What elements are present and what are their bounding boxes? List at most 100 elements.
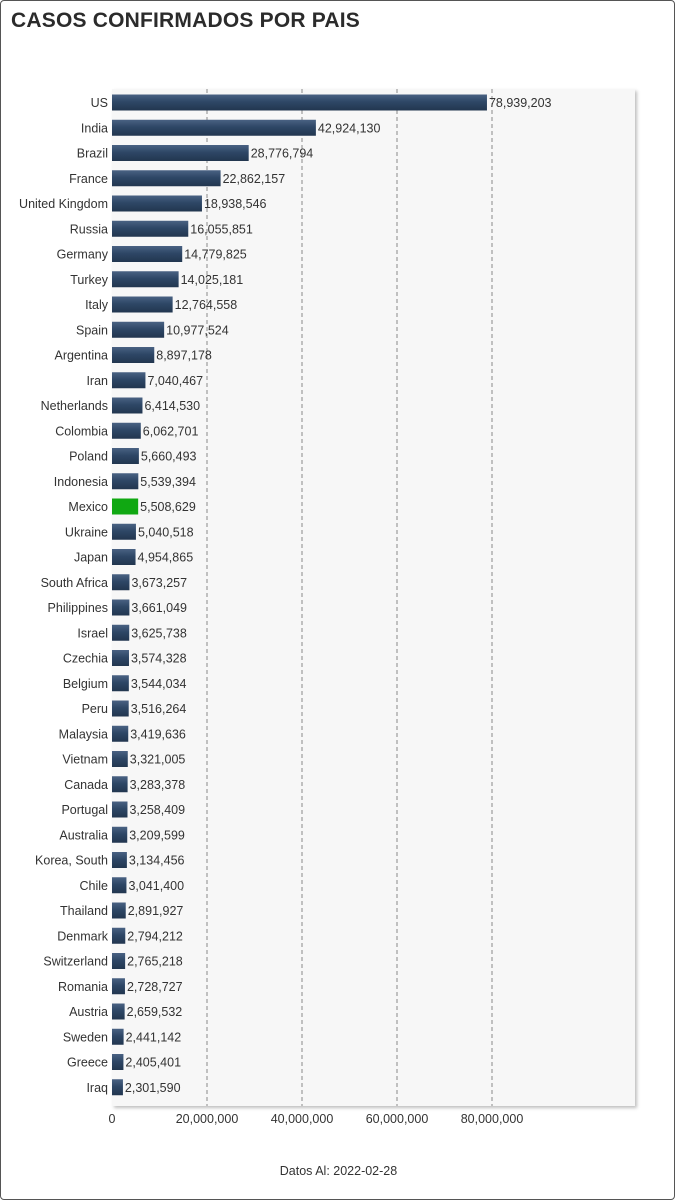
category-label: Iraq <box>86 1081 108 1095</box>
x-tick-label: 20,000,000 <box>176 1112 239 1126</box>
bar[interactable] <box>112 195 202 212</box>
category-label: Canada <box>64 778 108 792</box>
bar[interactable] <box>112 321 165 338</box>
bar[interactable] <box>112 347 155 363</box>
value-label: 3,321,005 <box>130 753 186 767</box>
bar[interactable] <box>112 650 129 666</box>
value-label: 3,041,400 <box>128 879 184 893</box>
bar[interactable] <box>112 1003 125 1020</box>
category-label: United Kingdom <box>19 197 108 211</box>
value-label: 5,508,629 <box>140 500 196 514</box>
bar[interactable] <box>112 170 221 187</box>
bar[interactable] <box>112 574 130 591</box>
bar[interactable] <box>112 422 141 439</box>
bar[interactable] <box>112 624 130 641</box>
bar[interactable] <box>112 448 139 464</box>
value-label: 2,728,727 <box>127 980 183 994</box>
value-label: 2,301,590 <box>125 1081 181 1095</box>
bar[interactable] <box>112 397 143 414</box>
bar[interactable] <box>112 902 126 919</box>
category-label: Italy <box>85 298 109 312</box>
category-label: Belgium <box>63 677 108 691</box>
bar[interactable] <box>112 473 139 490</box>
bar[interactable] <box>112 877 127 894</box>
value-label: 3,419,636 <box>130 727 186 741</box>
category-label: Mexico <box>68 500 108 514</box>
bars <box>112 94 487 1096</box>
bar[interactable] <box>112 751 128 767</box>
value-label: 3,673,257 <box>131 576 187 590</box>
bar[interactable] <box>112 1079 123 1096</box>
bar[interactable] <box>112 94 487 111</box>
category-label: Switzerland <box>43 955 108 969</box>
category-label: Brazil <box>77 147 108 161</box>
bar[interactable] <box>112 1054 124 1070</box>
plot-area <box>112 89 635 1106</box>
chart-title: CASOS CONFIRMADOS POR PAIS <box>11 9 361 32</box>
bar[interactable] <box>112 523 136 540</box>
category-label: India <box>81 121 108 135</box>
x-tick-label: 40,000,000 <box>271 1112 334 1126</box>
bar[interactable] <box>112 927 126 944</box>
value-label: 16,055,851 <box>190 222 253 236</box>
value-label: 28,776,794 <box>251 147 314 161</box>
bar[interactable] <box>112 271 179 288</box>
category-label: Korea, South <box>35 854 108 868</box>
category-label: Peru <box>82 702 108 716</box>
value-label: 3,625,738 <box>131 626 187 640</box>
bar[interactable] <box>112 852 127 868</box>
category-label: Malaysia <box>59 727 108 741</box>
category-label: US <box>91 96 108 110</box>
bar[interactable] <box>112 296 173 313</box>
category-label: Poland <box>69 450 108 464</box>
category-label: Thailand <box>60 904 108 918</box>
value-label: 8,897,178 <box>156 349 212 363</box>
value-label: 3,258,409 <box>129 803 185 817</box>
value-label: 4,954,865 <box>138 551 194 565</box>
bar[interactable] <box>112 675 129 692</box>
value-label: 18,938,546 <box>204 197 267 211</box>
bar[interactable] <box>112 826 128 843</box>
value-label: 3,661,049 <box>131 601 187 615</box>
category-label: South Africa <box>41 576 108 590</box>
value-label: 3,283,378 <box>130 778 186 792</box>
category-label: Vietnam <box>62 753 108 767</box>
bar[interactable] <box>112 1028 124 1045</box>
category-label: Romania <box>58 980 108 994</box>
value-label: 5,660,493 <box>141 450 197 464</box>
value-label: 3,574,328 <box>131 652 187 666</box>
category-label: France <box>69 172 108 186</box>
x-tick-label: 0 <box>109 1112 116 1126</box>
bar[interactable] <box>112 978 125 995</box>
bar[interactable] <box>112 372 146 389</box>
bar[interactable] <box>112 953 126 969</box>
category-label: Argentina <box>54 349 108 363</box>
category-label: Ukraine <box>65 525 108 539</box>
category-label: Iran <box>86 374 108 388</box>
value-label: 6,414,530 <box>144 399 200 413</box>
category-label: Denmark <box>57 929 108 943</box>
value-label: 2,794,212 <box>127 929 183 943</box>
bar[interactable] <box>112 246 183 262</box>
bar[interactable] <box>112 145 249 161</box>
category-label: Germany <box>57 248 109 262</box>
bar[interactable] <box>112 801 128 818</box>
x-axis-ticks: 0 20,000,000 40,000,000 60,000,000 80,000,00… <box>109 1112 524 1126</box>
bar[interactable] <box>112 220 189 237</box>
bar[interactable] <box>112 119 316 136</box>
bar[interactable] <box>112 700 129 717</box>
category-label: Austria <box>69 1005 108 1019</box>
bar[interactable] <box>112 599 130 616</box>
value-label: 2,659,532 <box>127 1005 183 1019</box>
bar[interactable] <box>112 725 129 742</box>
category-label: Israel <box>77 626 108 640</box>
value-label: 14,025,181 <box>181 273 244 287</box>
category-label: Sweden <box>63 1030 108 1044</box>
category-label: Netherlands <box>41 399 108 413</box>
bar[interactable] <box>112 549 136 565</box>
value-label: 3,544,034 <box>131 677 187 691</box>
bar[interactable] <box>112 498 139 515</box>
value-label: 12,764,558 <box>175 298 238 312</box>
bar[interactable] <box>112 776 128 793</box>
